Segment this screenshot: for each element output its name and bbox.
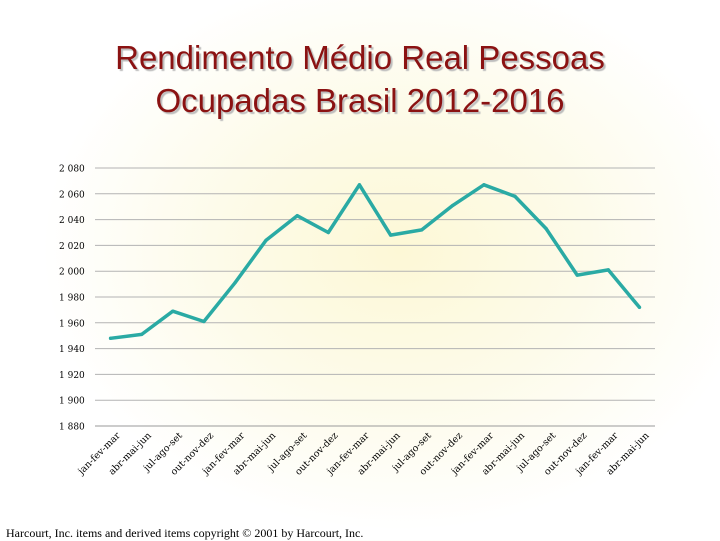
x-tick-labels: jan-fev-marabr-mai-junjul-ago-setout-nov… xyxy=(75,430,651,478)
y-tick-label: 1 880 xyxy=(59,423,85,433)
series xyxy=(108,183,642,341)
y-tick-label: 1 940 xyxy=(59,345,85,355)
data-point xyxy=(388,233,393,237)
data-point xyxy=(451,203,455,208)
y-tick-label: 2 020 xyxy=(59,242,85,252)
y-tick-label: 2 060 xyxy=(59,190,85,200)
y-tick-labels: 1 880 1 900 1 920 1 940 1 960 1 980 2 000 2 020… xyxy=(59,165,85,433)
data-point xyxy=(295,214,299,218)
data-point xyxy=(264,238,268,242)
data-point xyxy=(606,268,610,272)
y-tick-label: 2 000 xyxy=(59,268,85,278)
data-point xyxy=(357,183,362,187)
data-point xyxy=(482,183,486,187)
chart-title-line-2: Ocupadas Brasil 2012-2016 xyxy=(155,82,565,119)
y-tick-label: 1 980 xyxy=(59,294,85,304)
chart-title-line-1: Rendimento Médio Real Pessoas xyxy=(115,39,605,76)
data-point xyxy=(544,227,548,231)
y-tick-label: 1 920 xyxy=(59,371,85,381)
data-point xyxy=(171,309,175,313)
data-point xyxy=(326,230,330,235)
gridlines xyxy=(95,167,655,427)
y-tick-label: 1 900 xyxy=(59,397,85,407)
data-point xyxy=(140,332,144,337)
data-point xyxy=(513,194,517,198)
y-tick-label: 1 960 xyxy=(59,319,85,329)
data-point xyxy=(108,336,113,340)
copyright-footer: Harcourt, Inc. items and derived items c… xyxy=(6,526,364,540)
series-line xyxy=(108,183,642,341)
data-point xyxy=(233,281,237,285)
data-point xyxy=(202,319,206,324)
y-tick-label: 2 080 xyxy=(59,165,85,175)
data-point xyxy=(420,228,424,232)
data-point xyxy=(637,305,642,309)
y-tick-label: 2 040 xyxy=(59,216,85,226)
chart-title: Rendimento Médio Real Pessoas Ocupadas B… xyxy=(0,36,720,122)
data-point xyxy=(575,273,579,277)
